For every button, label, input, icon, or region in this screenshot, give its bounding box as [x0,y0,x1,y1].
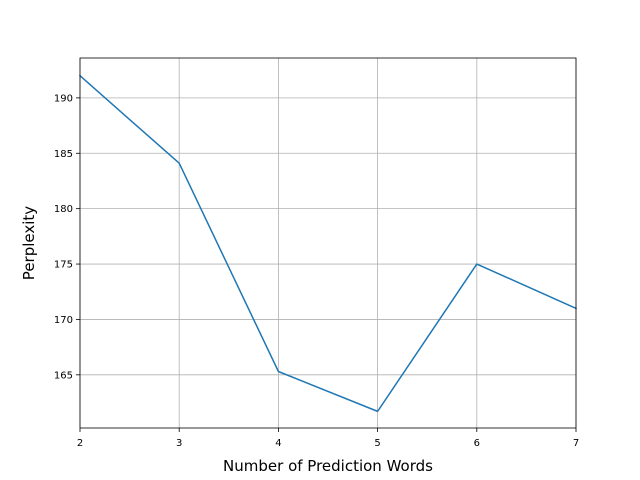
y-tick-label: 170 [54,315,73,326]
x-axis-label: Number of Prediction Words [223,457,433,475]
y-tick-label: 180 [54,204,73,215]
x-tick-label: 2 [77,438,83,449]
x-tick-label: 4 [275,438,281,449]
plot-frame [79,57,577,429]
x-tick-label: 7 [573,438,579,449]
x-tick-label: 5 [374,438,380,449]
y-tick-label: 165 [54,370,73,381]
y-axis: 165 170 175 180 185 190 [54,93,80,381]
series-line-0 [78,74,577,413]
x-tick-label: 6 [474,438,480,449]
x-tick-label: 3 [176,438,182,449]
y-tick-label: 190 [54,93,73,104]
y-axis-label: Perplexity [20,206,38,280]
grid [79,58,577,428]
y-tick-label: 175 [54,260,73,271]
y-tick-label: 185 [54,149,73,160]
x-axis: 2 3 4 5 6 7 [77,428,579,449]
series-layer [78,74,577,413]
